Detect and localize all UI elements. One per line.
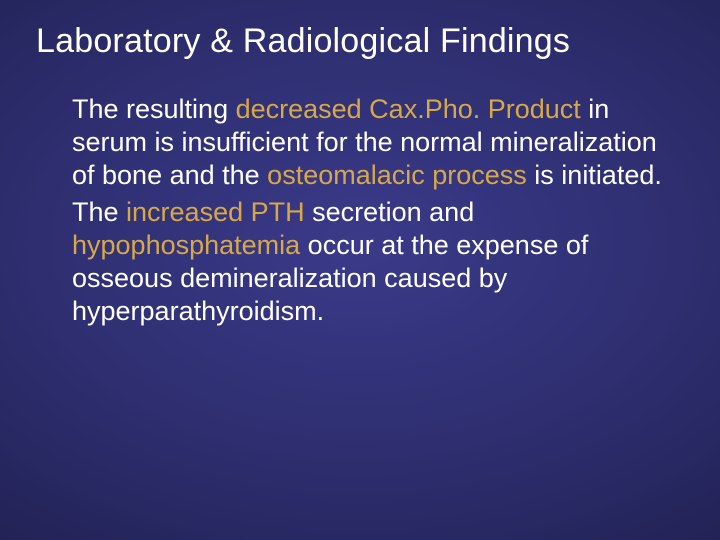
p1-highlight-1: decreased Cax.Pho. Product xyxy=(236,94,581,124)
p2-highlight-1: increased PTH xyxy=(126,197,305,227)
p1-text-3: is initiated. xyxy=(527,160,662,190)
p1-highlight-2: osteomalacic process xyxy=(267,160,527,190)
slide-title: Laboratory & Radiological Findings xyxy=(36,22,684,61)
paragraph-2: The increased PTH secretion and hypophos… xyxy=(72,196,674,328)
p2-text-2: secretion and xyxy=(305,197,475,227)
slide: Laboratory & Radiological Findings The r… xyxy=(0,0,720,540)
p1-text-1: The resulting xyxy=(72,94,236,124)
slide-body: The resulting decreased Cax.Pho. Product… xyxy=(36,93,684,328)
paragraph-1: The resulting decreased Cax.Pho. Product… xyxy=(72,93,674,192)
p2-highlight-2: hypophosphatemia xyxy=(72,230,300,260)
p2-text-1: The xyxy=(72,197,126,227)
